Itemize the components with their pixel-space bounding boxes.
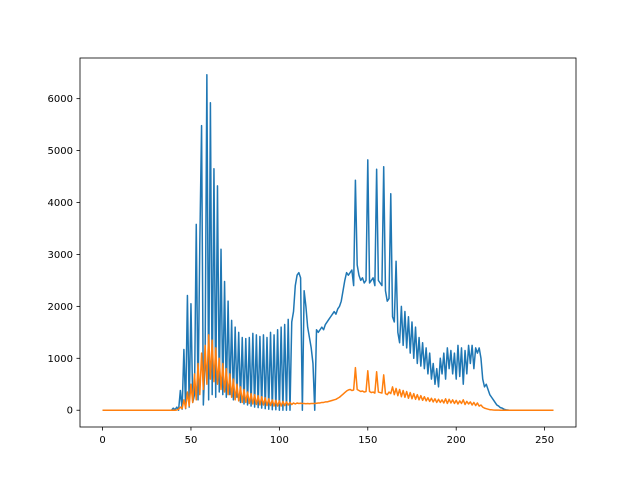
y-tick-label: 4000: [48, 198, 73, 209]
y-tick-label: 2000: [48, 302, 73, 313]
y-tick-label: 6000: [48, 94, 73, 105]
x-tick-label: 250: [535, 435, 554, 446]
x-tick-label: 200: [447, 435, 466, 446]
plot-frame: [79, 57, 577, 428]
y-tick-label: 5000: [48, 146, 73, 157]
x-tick-label: 50: [185, 435, 198, 446]
line: [102, 74, 554, 411]
line: [102, 334, 554, 411]
y-tick-label: 3000: [48, 250, 73, 261]
x-tick-label: 0: [99, 435, 105, 446]
x-tick-label: 150: [358, 435, 377, 446]
x-tick-label: 100: [270, 435, 289, 446]
y-tick-label: 0: [67, 406, 73, 417]
y-tick-label: 1000: [48, 354, 73, 365]
